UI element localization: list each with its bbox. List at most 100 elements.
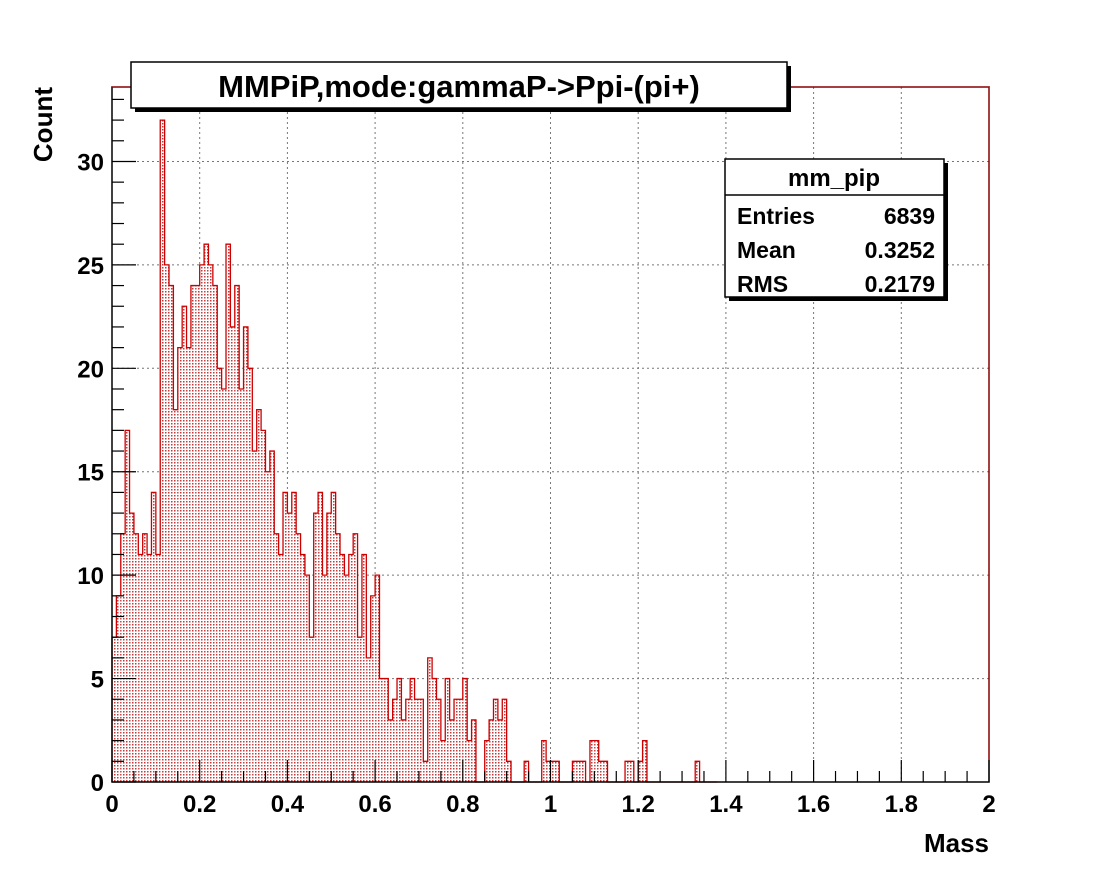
- stats-box: mm_pip Entries 6839 Mean 0.3252 RMS 0.21…: [724, 158, 948, 301]
- histogram-bar: [397, 678, 402, 782]
- histogram-bar: [199, 264, 205, 782]
- histogram-bar: [598, 761, 604, 782]
- histogram-bar: [541, 740, 547, 782]
- stats-box-name: mm_pip: [788, 165, 880, 192]
- histogram-bar: [177, 347, 183, 782]
- histogram-bar: [572, 761, 577, 782]
- histogram-bar: [287, 513, 292, 782]
- histogram-bar: [300, 554, 305, 782]
- histogram-bar: [348, 554, 354, 782]
- histogram-bar: [239, 388, 244, 782]
- stats-entries-label: Entries: [737, 203, 815, 229]
- histogram-bar: [550, 761, 555, 782]
- y-axis-title: Count: [28, 87, 58, 162]
- histogram-outline: [111, 119, 718, 783]
- histogram-bar: [147, 554, 152, 782]
- stats-mean-value: 0.3252: [865, 237, 935, 263]
- histogram-bar: [195, 285, 200, 782]
- y-tick-label: 15: [77, 460, 104, 487]
- histogram-bar: [169, 285, 174, 782]
- histogram-bar: [208, 264, 213, 782]
- histogram-bar: [230, 326, 235, 782]
- histogram-bar: [291, 492, 297, 782]
- histogram-bar: [261, 430, 266, 782]
- histogram-bar: [436, 699, 441, 782]
- stats-rms-label: RMS: [737, 271, 788, 297]
- histogram-bar: [383, 678, 389, 782]
- histogram-bar: [581, 761, 586, 782]
- y-tick-label: 10: [77, 563, 104, 590]
- histogram-bar: [589, 740, 595, 782]
- x-tick-label: 1.2: [622, 791, 655, 818]
- stats-entries-value: 6839: [884, 203, 935, 229]
- histogram-bar: [283, 492, 288, 782]
- histogram-bar: [247, 368, 253, 782]
- histogram-bar: [173, 409, 178, 782]
- histogram-bar: [142, 533, 148, 782]
- histogram-bar: [524, 761, 529, 782]
- histogram-bar: [304, 575, 310, 782]
- x-tick-label: 0: [105, 791, 118, 818]
- histogram-bar: [204, 244, 209, 782]
- histogram-bar: [432, 678, 437, 782]
- y-tick-labels: 0 5 10 15 20 25 30: [77, 149, 104, 797]
- histogram-bar: [484, 740, 490, 782]
- histogram-bar: [326, 513, 332, 782]
- x-tick-label: 0.6: [358, 791, 391, 818]
- histogram-bar: [594, 740, 599, 782]
- histogram-bar: [471, 719, 476, 782]
- histogram-bar: [125, 430, 130, 782]
- histogram-bar: [502, 699, 507, 782]
- histogram-bar: [186, 347, 191, 782]
- histogram-bar: [234, 285, 240, 782]
- histogram-bar: [322, 575, 327, 782]
- histogram-bar: [138, 554, 143, 782]
- histogram-bar: [638, 761, 643, 782]
- histogram-bar: [256, 409, 262, 782]
- histogram-bar: [221, 388, 227, 782]
- histogram-bar: [405, 699, 411, 782]
- histogram-bar: [625, 761, 630, 782]
- histogram-bar: [423, 761, 428, 782]
- histogram-bar: [506, 761, 512, 782]
- histogram-bar: [112, 637, 117, 782]
- histogram-bar: [388, 719, 393, 782]
- stats-rms-value: 0.2179: [865, 271, 935, 297]
- histogram-bar: [252, 451, 257, 782]
- histogram-bar: [361, 554, 367, 782]
- histogram-bars: [112, 120, 700, 783]
- x-tick-label: 2: [982, 791, 995, 818]
- histogram-bar: [445, 678, 450, 782]
- histogram-bar: [226, 244, 231, 782]
- histogram-bar: [497, 719, 503, 782]
- x-tick-label: 1: [544, 791, 557, 818]
- y-tick-label: 25: [77, 253, 104, 280]
- histogram-bar: [642, 740, 647, 782]
- x-tick-label: 0.2: [183, 791, 216, 818]
- histogram-bar: [313, 513, 319, 782]
- histogram-bar: [414, 699, 419, 782]
- histogram-bar: [576, 761, 582, 782]
- histogram-bar: [335, 533, 341, 782]
- histogram-bar: [467, 740, 472, 782]
- histogram-bar: [331, 492, 336, 782]
- histogram-bar: [190, 285, 196, 782]
- y-tick-label: 30: [77, 149, 104, 176]
- histogram-bar: [212, 285, 218, 782]
- histogram-bar: [554, 761, 560, 782]
- histogram-bar: [695, 761, 700, 782]
- histogram-bar: [375, 575, 380, 782]
- histogram-bar: [243, 326, 248, 782]
- x-tick-labels: 0 0.2 0.4 0.6 0.8 1 1.2 1.4 1.6 1.8 2: [105, 791, 995, 818]
- histogram-bar: [265, 471, 270, 782]
- histogram-bar: [546, 761, 551, 782]
- histogram-bar: [116, 595, 121, 782]
- x-axis-title: Mass: [924, 828, 989, 858]
- histogram-bar: [401, 719, 406, 782]
- histogram-bar: [151, 492, 156, 782]
- y-tick-label: 5: [91, 667, 104, 694]
- histogram-bar: [160, 120, 165, 783]
- chart-title: MMPiP,mode:gammaP->Ppi-(pi+): [218, 69, 700, 104]
- title-box: MMPiP,mode:gammaP->Ppi-(pi+): [130, 61, 791, 112]
